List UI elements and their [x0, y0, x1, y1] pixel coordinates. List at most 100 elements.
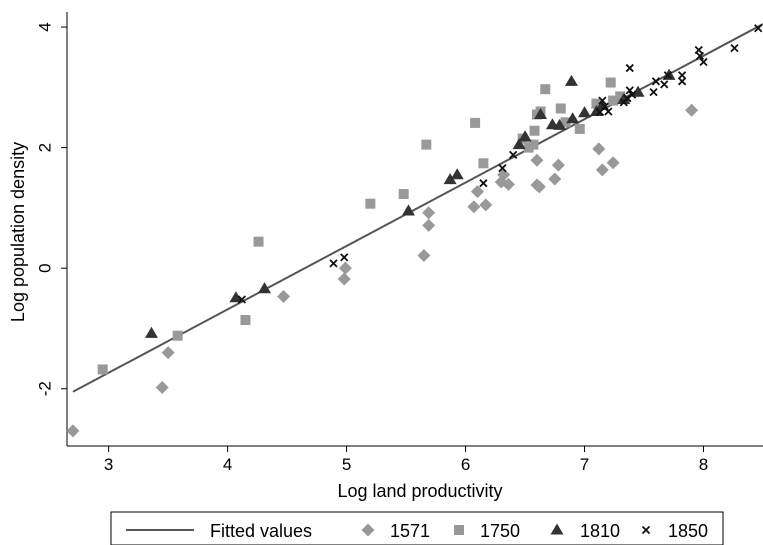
point-1571	[161, 346, 175, 360]
axis-ticks-layer: 3 4 5 6 7 8 -2 0 2 4	[35, 22, 708, 474]
point-1810	[564, 74, 578, 86]
point-1850	[754, 24, 763, 33]
legend-label-1850: 1850	[668, 521, 708, 541]
point-1850	[699, 57, 708, 67]
point-1571	[422, 218, 436, 232]
point-1750	[470, 117, 481, 128]
point-1810	[401, 204, 415, 216]
point-1750	[398, 189, 409, 200]
legend: Fitted values 1571 1750 1810 1850	[110, 511, 724, 545]
point-1850	[660, 80, 669, 89]
point-1750	[574, 123, 585, 134]
point-1850	[663, 71, 672, 80]
point-1571	[595, 163, 609, 177]
point-1571	[551, 158, 565, 172]
point-1810	[450, 168, 464, 180]
y-tick-label: 2	[35, 143, 54, 152]
point-1810	[617, 92, 631, 104]
plot-frame	[66, 12, 763, 447]
point-1750	[528, 139, 539, 150]
point-1571	[530, 153, 544, 167]
legend-swatch-1571	[361, 523, 375, 537]
point-1750	[478, 158, 489, 169]
legend-label-1750: 1750	[480, 521, 520, 541]
point-1810	[229, 291, 243, 303]
point-1810	[257, 282, 271, 294]
x-tick-label: 8	[699, 455, 708, 474]
point-1850	[598, 96, 607, 105]
point-1810	[534, 107, 548, 120]
point-1750	[615, 91, 626, 102]
point-1750	[172, 330, 183, 341]
point-1850	[730, 44, 739, 53]
y-tick-label: 0	[35, 263, 54, 272]
point-1571	[337, 272, 351, 286]
point-1750	[608, 95, 619, 106]
point-1850	[479, 179, 488, 188]
point-1571	[417, 249, 431, 263]
point-1571	[479, 198, 493, 212]
point-1850	[694, 45, 703, 55]
point-1750	[365, 198, 376, 209]
point-1850	[604, 107, 613, 116]
point-1571	[66, 424, 80, 438]
point-1571	[685, 103, 699, 117]
point-1810	[512, 138, 526, 150]
point-1750	[529, 125, 540, 136]
point-1571	[532, 180, 546, 194]
point-1810	[144, 326, 158, 338]
point-1810	[578, 106, 592, 118]
y-tick-label: -2	[35, 381, 54, 396]
point-1750	[555, 103, 566, 114]
point-1750	[540, 84, 551, 95]
point-1750	[591, 98, 602, 109]
point-1571	[592, 142, 606, 156]
point-1850	[649, 88, 658, 97]
point-1750	[240, 315, 251, 326]
point-1571	[497, 168, 511, 182]
point-1850	[677, 71, 687, 80]
x-tick-label: 3	[104, 455, 113, 474]
point-1750	[97, 364, 108, 375]
legend-label-fitted: Fitted values	[210, 521, 312, 541]
point-1850	[625, 63, 634, 73]
x-tick-label: 6	[461, 455, 470, 474]
fitted-values-line	[72, 23, 763, 393]
point-1571	[338, 261, 352, 275]
legend-label-1810: 1810	[580, 521, 620, 541]
point-1571	[422, 206, 436, 220]
point-1571	[277, 290, 291, 304]
legend-swatch-1850	[641, 525, 651, 535]
x-tick-label: 7	[580, 455, 589, 474]
point-1750	[560, 117, 571, 128]
legend-label-1571: 1571	[390, 521, 430, 541]
point-1571	[501, 177, 515, 191]
point-1850	[237, 295, 247, 304]
x-tick-label: 4	[223, 455, 232, 474]
point-1850	[340, 253, 349, 262]
fitted-line-layer	[72, 23, 763, 393]
point-1810	[443, 173, 457, 185]
y-axis-title: Log population density	[8, 142, 28, 322]
point-1850	[509, 150, 518, 159]
point-1571	[467, 200, 481, 214]
point-1750	[421, 139, 432, 150]
point-1850	[627, 90, 637, 99]
point-1571	[548, 172, 562, 186]
point-1571	[470, 185, 484, 199]
legend-box	[110, 511, 724, 545]
data-points-layer	[66, 24, 763, 438]
point-1750	[605, 77, 616, 88]
x-axis-title: Log land productivity	[337, 481, 502, 501]
point-1571	[606, 156, 620, 170]
point-1850	[651, 77, 661, 86]
point-1850	[677, 77, 687, 86]
point-1810	[631, 85, 645, 97]
point-1571	[155, 381, 169, 395]
point-1850	[329, 259, 338, 268]
legend-swatch-1810	[550, 523, 564, 535]
point-1750	[253, 236, 264, 247]
point-1810	[553, 118, 567, 130]
